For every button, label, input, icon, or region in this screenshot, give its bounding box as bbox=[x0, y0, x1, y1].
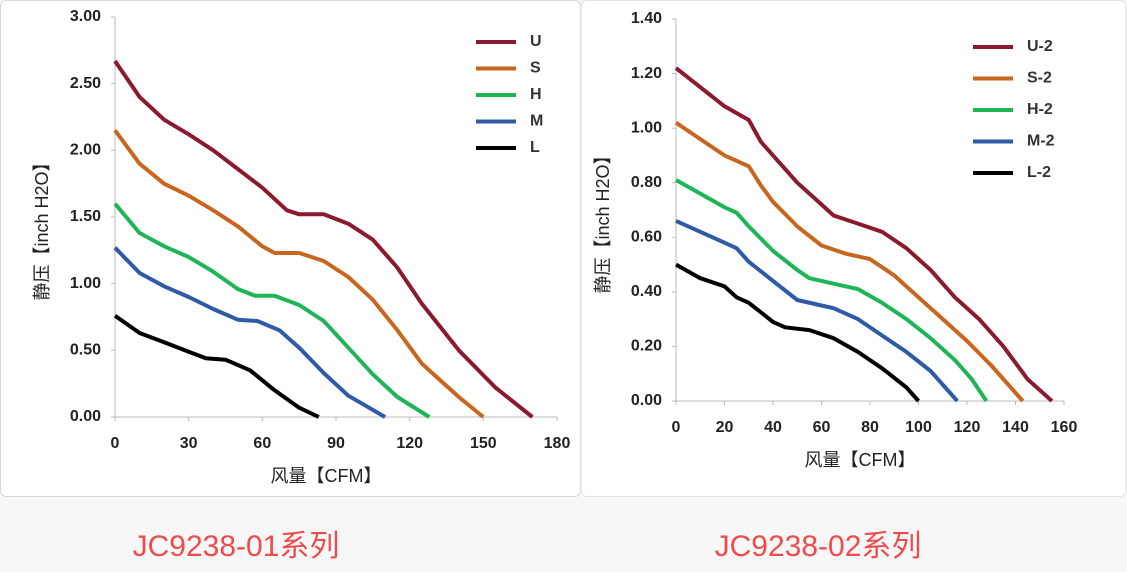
x-tick-label: 0 bbox=[111, 435, 120, 452]
y-tick-label: 1.20 bbox=[631, 65, 662, 82]
legend-label: H bbox=[530, 86, 542, 103]
legend-label: S bbox=[530, 60, 541, 77]
y-tick-label: 0.60 bbox=[631, 229, 662, 246]
y-tick-label: 0.40 bbox=[631, 283, 662, 300]
legend-label: M bbox=[530, 113, 543, 130]
legend-label: U-2 bbox=[1027, 38, 1053, 55]
x-tick-label: 60 bbox=[813, 419, 831, 436]
legend-label: M-2 bbox=[1027, 133, 1055, 150]
x-tick-label: 90 bbox=[327, 435, 345, 452]
y-axis-label: 静压【inch H2O】 bbox=[593, 146, 613, 293]
y-tick-label: 0.20 bbox=[631, 338, 662, 355]
x-tick-label: 60 bbox=[253, 435, 271, 452]
legend-label: L bbox=[530, 139, 540, 156]
series-line bbox=[675, 178, 989, 403]
y-tick-label: 1.00 bbox=[631, 119, 662, 136]
y-tick-label: 2.50 bbox=[70, 75, 101, 92]
x-tick-label: 120 bbox=[396, 435, 423, 452]
series-line bbox=[675, 219, 959, 403]
x-axis-label: 风量【CFM】 bbox=[805, 450, 916, 470]
y-tick-label: 0.80 bbox=[631, 174, 662, 191]
y-tick-label: 1.40 bbox=[631, 10, 662, 27]
x-axis-label: 风量【CFM】 bbox=[271, 466, 382, 486]
legend-label: H-2 bbox=[1027, 101, 1053, 118]
x-tick-label: 100 bbox=[905, 419, 932, 436]
y-tick-label: 0.00 bbox=[70, 408, 101, 425]
legend-label: U bbox=[530, 33, 542, 50]
x-tick-label: 0 bbox=[672, 419, 681, 436]
x-tick-label: 180 bbox=[544, 435, 571, 452]
series-line bbox=[113, 202, 431, 419]
series-line bbox=[113, 129, 485, 419]
series-line bbox=[674, 121, 1025, 403]
x-tick-label: 40 bbox=[764, 419, 782, 436]
caption: JC9238-01系列 bbox=[133, 530, 340, 563]
y-tick-label: 3.00 bbox=[70, 8, 101, 25]
panel bbox=[580, 0, 1127, 497]
series-line bbox=[675, 262, 920, 403]
x-tick-label: 150 bbox=[470, 435, 497, 452]
series-line bbox=[113, 314, 320, 419]
series-line bbox=[113, 246, 387, 419]
y-tick-label: 0.00 bbox=[631, 392, 662, 409]
x-tick-label: 20 bbox=[716, 419, 734, 436]
legend-label: S-2 bbox=[1027, 70, 1052, 87]
x-tick-label: 140 bbox=[1002, 419, 1029, 436]
caption: JC9238-02系列 bbox=[715, 530, 922, 563]
x-tick-label: 120 bbox=[954, 419, 981, 436]
y-tick-label: 0.50 bbox=[70, 342, 101, 359]
legend-label: L-2 bbox=[1027, 164, 1051, 181]
series-line bbox=[674, 66, 1054, 403]
x-tick-label: 80 bbox=[861, 419, 879, 436]
y-tick-label: 1.50 bbox=[70, 208, 101, 225]
series-line bbox=[113, 59, 534, 419]
y-tick-label: 1.00 bbox=[70, 275, 101, 292]
x-tick-label: 160 bbox=[1051, 419, 1078, 436]
y-tick-label: 2.00 bbox=[70, 142, 101, 159]
y-axis-label: 静压【inch H2O】 bbox=[32, 153, 52, 300]
x-tick-label: 30 bbox=[180, 435, 198, 452]
